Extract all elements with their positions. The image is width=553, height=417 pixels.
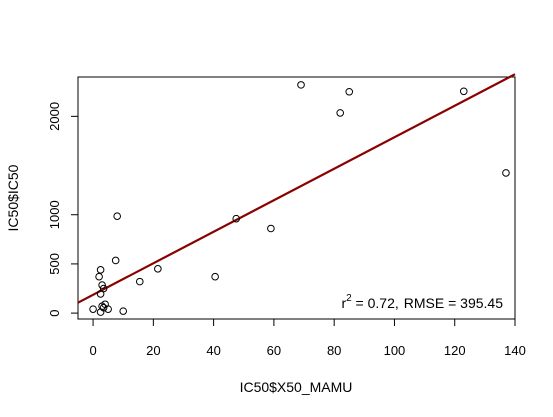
data-point xyxy=(211,272,219,281)
regression-line xyxy=(77,73,516,304)
x-tick-label: 60 xyxy=(267,343,281,358)
x-tick-label: 40 xyxy=(206,343,220,358)
data-point xyxy=(98,281,106,289)
x-tick-label: 20 xyxy=(146,343,160,358)
x-axis-title: IC50$X50_MAMU xyxy=(240,379,353,395)
data-point xyxy=(111,256,120,265)
y-axis: 0 500 1000 2000 xyxy=(47,102,79,317)
plot-frame xyxy=(77,76,516,320)
data-point xyxy=(104,305,112,313)
data-point xyxy=(154,265,162,273)
y-tick-label: 500 xyxy=(47,253,62,275)
data-point xyxy=(336,109,345,117)
data-point xyxy=(135,277,144,286)
x-tick-label: 100 xyxy=(384,343,406,358)
data-point xyxy=(345,87,354,96)
x-tick-label: 80 xyxy=(327,343,341,358)
data-point xyxy=(89,305,97,313)
data-point xyxy=(96,266,105,274)
y-tick-label: 1000 xyxy=(47,200,62,229)
r-label: r xyxy=(341,295,346,311)
x-tick-label: 120 xyxy=(444,343,466,358)
y-tick-label: 2000 xyxy=(47,102,62,131)
data-point xyxy=(96,308,105,316)
x-tick-label: 0 xyxy=(89,343,96,358)
data-point xyxy=(95,272,103,281)
r-value: = 0.72, xyxy=(352,295,399,311)
x-axis: 0 20 40 60 80 100 120 140 xyxy=(89,318,526,358)
y-axis-title: IC50$IC50 xyxy=(5,164,21,231)
data-point xyxy=(232,214,241,223)
fit-annotation: r2 = 0.72, RMSE = 395.45 xyxy=(341,293,503,311)
data-points xyxy=(89,81,510,316)
rmse-label: RMSE xyxy=(404,295,444,311)
data-point xyxy=(297,81,305,89)
data-point xyxy=(459,87,468,96)
data-point xyxy=(502,169,510,177)
x-tick-label: 140 xyxy=(504,343,526,358)
rmse-value: = 395.45 xyxy=(444,295,503,311)
data-point xyxy=(119,307,128,315)
y-tick-label: 0 xyxy=(47,309,62,316)
data-point xyxy=(96,290,105,298)
data-point xyxy=(267,224,275,233)
data-point xyxy=(113,212,121,220)
r-exponent: 2 xyxy=(346,293,352,304)
